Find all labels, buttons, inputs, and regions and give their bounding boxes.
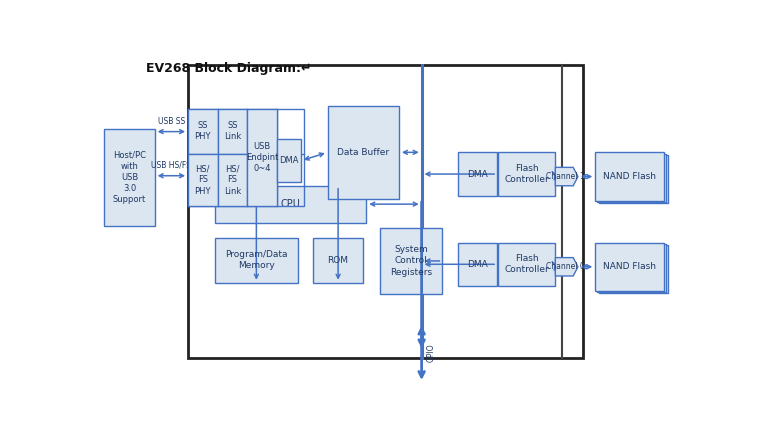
Text: Program/Data
Memory: Program/Data Memory — [225, 250, 288, 270]
Text: ROM: ROM — [328, 256, 349, 265]
Bar — [599, 155, 668, 203]
Bar — [599, 245, 668, 293]
Bar — [328, 105, 399, 199]
Bar — [459, 243, 497, 286]
Bar — [218, 109, 248, 154]
Text: SS
PHY: SS PHY — [195, 122, 211, 141]
Text: GPIO: GPIO — [426, 344, 436, 362]
Text: Host/PC
with
USB
3.0
Support: Host/PC with USB 3.0 Support — [113, 151, 146, 204]
Bar — [215, 186, 367, 223]
Bar — [380, 227, 443, 294]
Text: Channel 0: Channel 0 — [546, 262, 585, 271]
Text: Flash
Controller: Flash Controller — [504, 164, 549, 184]
Bar — [188, 109, 218, 154]
Text: DMA: DMA — [467, 260, 488, 269]
Bar — [499, 243, 555, 286]
Text: USB
Endpint
0~4: USB Endpint 0~4 — [246, 142, 278, 173]
Text: NAND Flash: NAND Flash — [603, 262, 656, 271]
Bar — [597, 244, 666, 292]
Bar — [277, 139, 301, 182]
Text: NAND Flash: NAND Flash — [603, 172, 656, 181]
Bar — [499, 152, 555, 196]
Bar — [215, 237, 298, 283]
Text: CPU: CPU — [281, 199, 301, 209]
Text: HS/
FS
Link: HS/ FS Link — [224, 164, 241, 195]
Bar — [188, 109, 304, 206]
Polygon shape — [555, 258, 578, 276]
Text: HS/
FS
PHY: HS/ FS PHY — [195, 164, 211, 195]
Text: DMA: DMA — [467, 170, 488, 178]
Text: EV268 Block Diagram:↵: EV268 Block Diagram:↵ — [146, 62, 312, 75]
Bar — [188, 66, 583, 358]
Bar — [248, 109, 277, 206]
Text: SS
Link: SS Link — [224, 122, 241, 141]
Bar — [595, 243, 663, 291]
Text: Channel 1: Channel 1 — [546, 172, 584, 181]
Text: Flash
Controller: Flash Controller — [504, 254, 549, 274]
Bar — [104, 129, 155, 226]
Bar — [313, 237, 364, 283]
Text: Data Buffer: Data Buffer — [337, 148, 390, 157]
Text: System
Control
Registers: System Control Registers — [390, 245, 433, 276]
Bar — [597, 154, 666, 202]
Polygon shape — [555, 168, 578, 186]
Bar — [459, 152, 497, 196]
Bar — [595, 152, 663, 201]
Bar — [188, 154, 218, 206]
Text: DMA: DMA — [279, 156, 299, 165]
Text: USB SS: USB SS — [158, 117, 185, 125]
Bar — [218, 154, 248, 206]
Text: USB HS/FS: USB HS/FS — [151, 161, 191, 170]
